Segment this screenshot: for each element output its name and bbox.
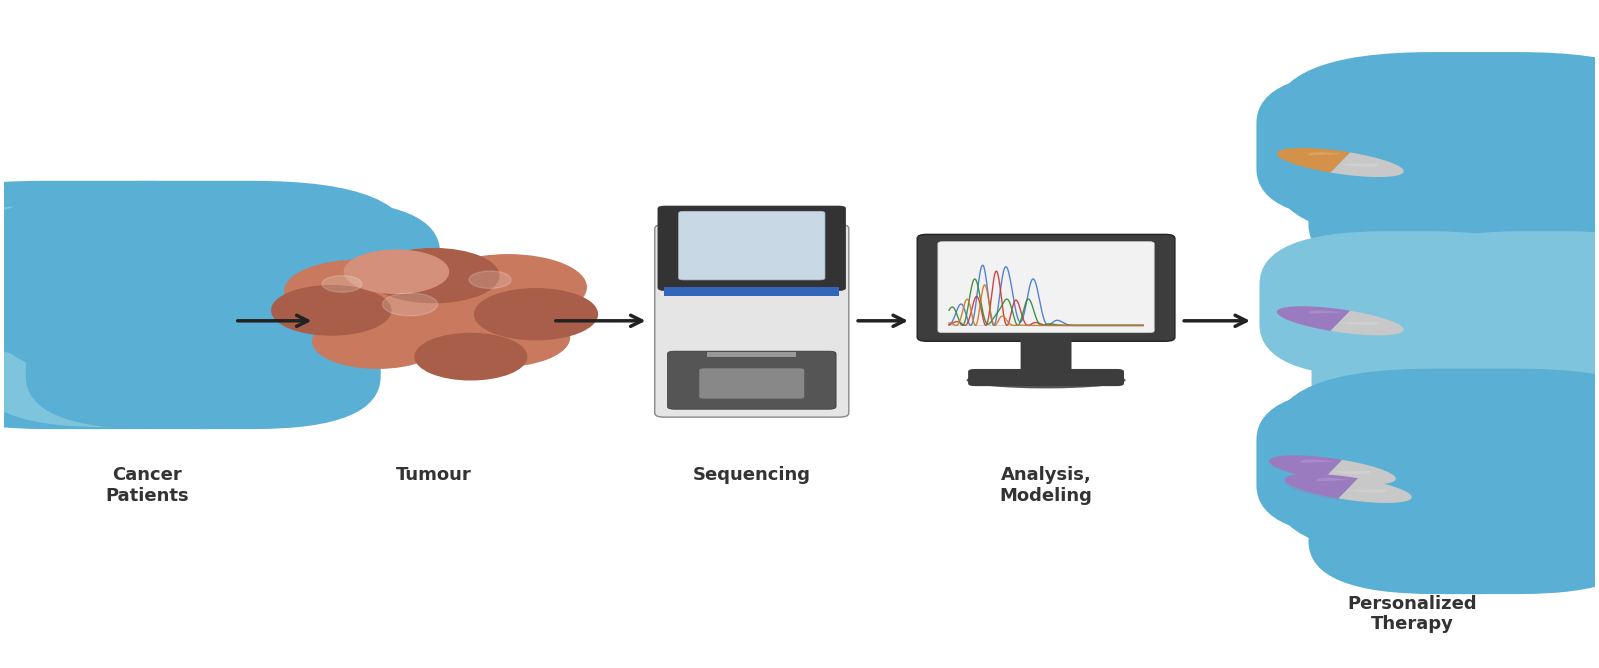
Ellipse shape [966, 372, 1126, 388]
Text: Analysis,
Modeling: Analysis, Modeling [999, 466, 1092, 505]
Polygon shape [1330, 152, 1404, 177]
Text: Sequencing: Sequencing [692, 466, 811, 484]
FancyBboxPatch shape [26, 200, 333, 361]
FancyBboxPatch shape [678, 211, 825, 280]
Circle shape [1420, 248, 1530, 294]
Polygon shape [1276, 150, 1348, 174]
Text: Tumour: Tumour [397, 466, 472, 484]
Circle shape [430, 255, 587, 319]
FancyBboxPatch shape [1356, 248, 1594, 365]
FancyBboxPatch shape [1308, 438, 1599, 594]
Circle shape [368, 248, 499, 303]
Polygon shape [1316, 478, 1350, 481]
Polygon shape [1338, 322, 1378, 325]
Polygon shape [1284, 476, 1356, 500]
FancyBboxPatch shape [1260, 231, 1557, 377]
FancyBboxPatch shape [1348, 121, 1599, 277]
Circle shape [382, 293, 438, 316]
Polygon shape [1286, 474, 1358, 498]
FancyBboxPatch shape [657, 206, 846, 291]
FancyBboxPatch shape [1308, 121, 1599, 277]
Polygon shape [1338, 164, 1378, 167]
Polygon shape [1268, 457, 1340, 482]
FancyBboxPatch shape [1398, 70, 1599, 222]
FancyBboxPatch shape [1351, 279, 1599, 436]
Polygon shape [75, 255, 219, 315]
Polygon shape [1330, 471, 1370, 474]
FancyBboxPatch shape [134, 200, 440, 361]
Polygon shape [1330, 311, 1404, 335]
FancyBboxPatch shape [24, 262, 321, 427]
FancyBboxPatch shape [74, 206, 379, 359]
FancyBboxPatch shape [21, 222, 273, 348]
Polygon shape [1346, 490, 1386, 493]
Circle shape [83, 216, 213, 271]
FancyBboxPatch shape [0, 200, 269, 361]
Polygon shape [1270, 456, 1342, 480]
FancyBboxPatch shape [0, 200, 161, 361]
Polygon shape [1414, 281, 1537, 332]
FancyBboxPatch shape [1273, 369, 1599, 556]
FancyBboxPatch shape [0, 181, 304, 381]
FancyBboxPatch shape [707, 352, 796, 357]
Polygon shape [1322, 460, 1396, 484]
FancyBboxPatch shape [1394, 231, 1599, 377]
Circle shape [26, 213, 160, 269]
FancyBboxPatch shape [0, 206, 221, 359]
Circle shape [272, 286, 390, 335]
Circle shape [1420, 407, 1530, 452]
FancyBboxPatch shape [74, 262, 381, 429]
Circle shape [321, 276, 361, 292]
Circle shape [344, 250, 449, 293]
Text: Cancer
Patients: Cancer Patients [106, 466, 189, 505]
Polygon shape [1338, 478, 1412, 503]
Circle shape [331, 272, 536, 357]
Polygon shape [1300, 460, 1334, 463]
Polygon shape [1278, 306, 1350, 331]
FancyBboxPatch shape [664, 287, 839, 296]
Circle shape [429, 308, 569, 367]
FancyBboxPatch shape [699, 368, 804, 399]
FancyBboxPatch shape [918, 234, 1175, 341]
FancyBboxPatch shape [1398, 387, 1599, 538]
FancyBboxPatch shape [1020, 335, 1071, 375]
FancyBboxPatch shape [1311, 279, 1599, 436]
FancyBboxPatch shape [26, 262, 333, 429]
FancyBboxPatch shape [1257, 387, 1554, 538]
Circle shape [416, 333, 526, 380]
FancyBboxPatch shape [1348, 438, 1599, 594]
FancyBboxPatch shape [667, 351, 836, 409]
FancyBboxPatch shape [1273, 52, 1599, 240]
Circle shape [285, 260, 433, 322]
FancyBboxPatch shape [654, 224, 849, 417]
Polygon shape [1278, 148, 1350, 172]
FancyBboxPatch shape [0, 262, 224, 429]
Polygon shape [1308, 311, 1342, 314]
Circle shape [313, 314, 443, 368]
Circle shape [475, 289, 598, 340]
Polygon shape [1276, 308, 1348, 333]
Circle shape [1420, 90, 1530, 136]
FancyBboxPatch shape [1257, 70, 1554, 222]
FancyBboxPatch shape [939, 242, 1154, 333]
Circle shape [134, 213, 269, 269]
Polygon shape [1308, 152, 1342, 156]
FancyBboxPatch shape [967, 369, 1124, 386]
FancyBboxPatch shape [0, 262, 275, 427]
Circle shape [469, 271, 512, 289]
Text: Personalized
Therapy: Personalized Therapy [1346, 595, 1477, 633]
FancyBboxPatch shape [0, 262, 272, 429]
FancyBboxPatch shape [0, 181, 413, 381]
